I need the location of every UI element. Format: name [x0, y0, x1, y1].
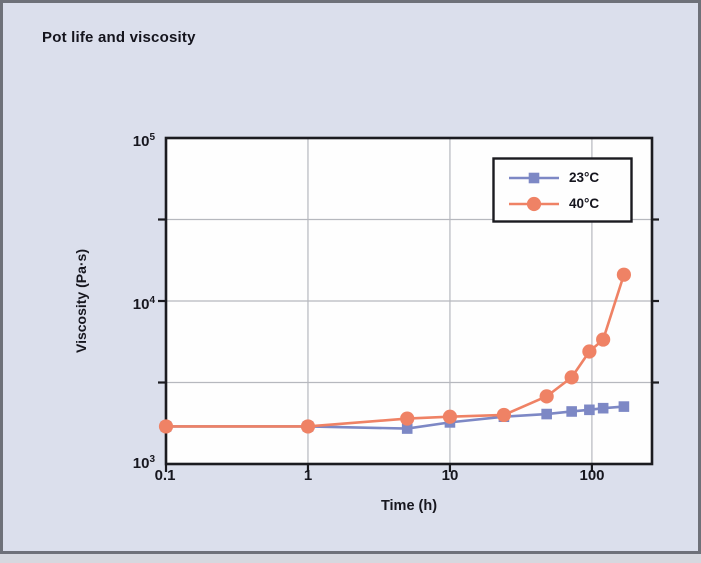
series-1-marker — [564, 370, 579, 385]
series-0-marker — [541, 408, 552, 420]
x-axis-title: Time (h) — [380, 498, 438, 514]
series-0-marker — [401, 423, 413, 434]
series-0-marker — [618, 401, 630, 412]
x-tick-label-1: 1 — [303, 467, 313, 484]
chart-title: Pot life and viscosity — [42, 29, 196, 46]
viscosity-time-chart — [158, 136, 659, 472]
series-1-marker — [539, 389, 554, 404]
plot-frame — [164, 136, 654, 466]
series-1-marker — [400, 411, 415, 426]
series-1-marker — [300, 419, 316, 434]
x-tick-label-0p1: 0.1 — [154, 467, 176, 484]
series-1-line — [166, 274, 626, 428]
legend-label-40c: 40°C — [569, 196, 600, 211]
series-1-marker — [442, 409, 458, 424]
legend-marker-circle — [526, 196, 542, 212]
x-tick-label-100: 100 — [579, 467, 605, 484]
legend-box — [492, 157, 633, 223]
y-axis-title: Viscosity (Pa·s) — [73, 248, 89, 354]
legend-label-23c: 23°C — [569, 170, 600, 185]
series-0-marker — [584, 404, 595, 416]
series-0-marker — [597, 402, 609, 414]
x-tick-label-10: 10 — [441, 467, 459, 484]
series-0-marker — [566, 406, 577, 417]
series-1-marker — [582, 344, 597, 359]
y-tick-label-1e5: 105 — [132, 132, 155, 150]
y-tick-label-1e4: 104 — [132, 295, 155, 313]
series-1-marker — [616, 267, 631, 282]
legend-marker-square — [528, 172, 540, 184]
series-1-marker — [596, 332, 611, 347]
series-0-line — [166, 405, 624, 430]
series-1-marker — [158, 419, 174, 434]
y-tick-label-1e3: 103 — [132, 454, 155, 472]
series-1-marker — [496, 407, 512, 423]
